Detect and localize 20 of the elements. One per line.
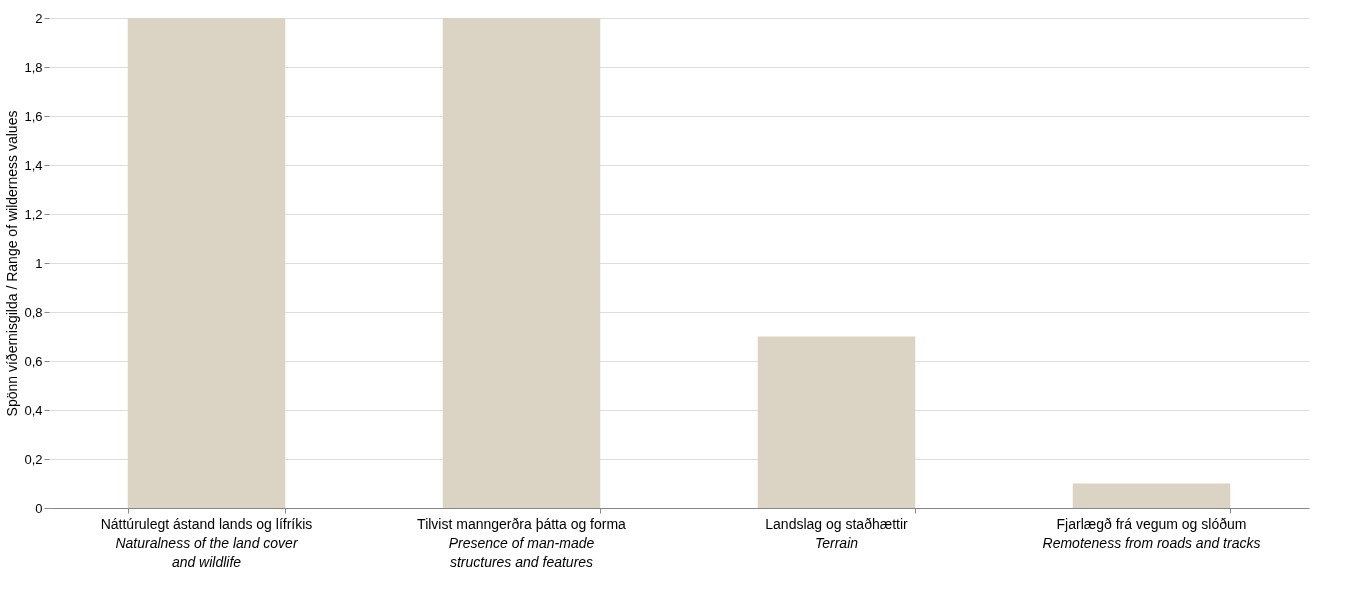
y-tick-label: 0,8	[24, 304, 43, 320]
bar	[442, 18, 601, 508]
y-tick-label: 1,4	[24, 157, 43, 173]
y-tick-label: 1	[35, 255, 43, 271]
category-label: Fjarlægð frá vegum og slóðum Remoteness from roads and tracks	[1042, 516, 1261, 551]
y-axis-title: Spönn víðernisgilda / Range of wilderness values	[4, 110, 21, 417]
bar	[127, 18, 286, 508]
y-tick-label: 1,6	[24, 108, 43, 124]
category-label: Tilvist manngerðra þátta og forma Presence of man-made structures and features	[417, 516, 626, 570]
y-tick-label: 0,6	[24, 353, 43, 369]
category-label: Landslag og staðhættir Terrain	[765, 516, 908, 551]
y-tick-label: 1,8	[24, 59, 43, 75]
y-tick-label: 1,2	[24, 206, 43, 222]
bar	[757, 336, 916, 508]
y-tick-label: 0,4	[24, 402, 43, 418]
category-label: Náttúrulegt ástand lands og lífríkis Naturalness of the land cover and wildlife	[100, 516, 313, 570]
y-tick-label: 2	[35, 10, 43, 26]
y-tick-label: 0,2	[24, 451, 43, 467]
bar	[1072, 483, 1231, 508]
y-tick-label: 0	[35, 500, 43, 516]
